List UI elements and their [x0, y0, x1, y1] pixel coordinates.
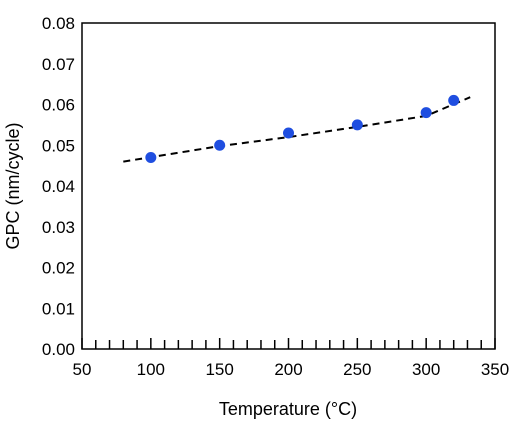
data-point — [448, 94, 460, 106]
y-tick-label: 0.04 — [42, 177, 75, 196]
x-tick-label: 350 — [481, 360, 509, 379]
x-tick-label: 100 — [137, 360, 165, 379]
y-tick-label: 0.06 — [42, 96, 75, 115]
y-tick-label: 0.00 — [42, 340, 75, 359]
x-axis-title: Temperature (°C) — [219, 399, 357, 419]
y-tick-label: 0.01 — [42, 299, 75, 318]
y-axis-title: GPC (nm/cycle) — [3, 122, 23, 249]
y-tick-label: 0.08 — [42, 14, 75, 33]
plot-frame — [81, 22, 496, 350]
trend-line — [123, 96, 471, 163]
data-point — [145, 151, 157, 163]
x-tick-label: 50 — [73, 360, 92, 379]
x-axis: 50 100 150 200 250 300 350 — [73, 338, 509, 379]
y-tick-label: 0.05 — [42, 136, 75, 155]
y-tick-label: 0.07 — [42, 55, 75, 74]
x-tick-label: 200 — [274, 360, 302, 379]
y-axis: 0.00 0.01 0.02 0.03 0.04 0.05 0.06 0.07 0.08 — [42, 14, 75, 359]
data-point — [351, 119, 363, 131]
plot-area — [123, 94, 471, 163]
data-point — [214, 139, 226, 151]
data-point — [283, 127, 294, 139]
y-tick-label: 0.02 — [42, 259, 75, 278]
x-tick-label: 250 — [343, 360, 371, 379]
x-tick-label: 300 — [412, 360, 440, 379]
y-tick-label: 0.03 — [42, 218, 75, 237]
x-tick-label: 150 — [205, 360, 233, 379]
data-point — [420, 107, 432, 119]
